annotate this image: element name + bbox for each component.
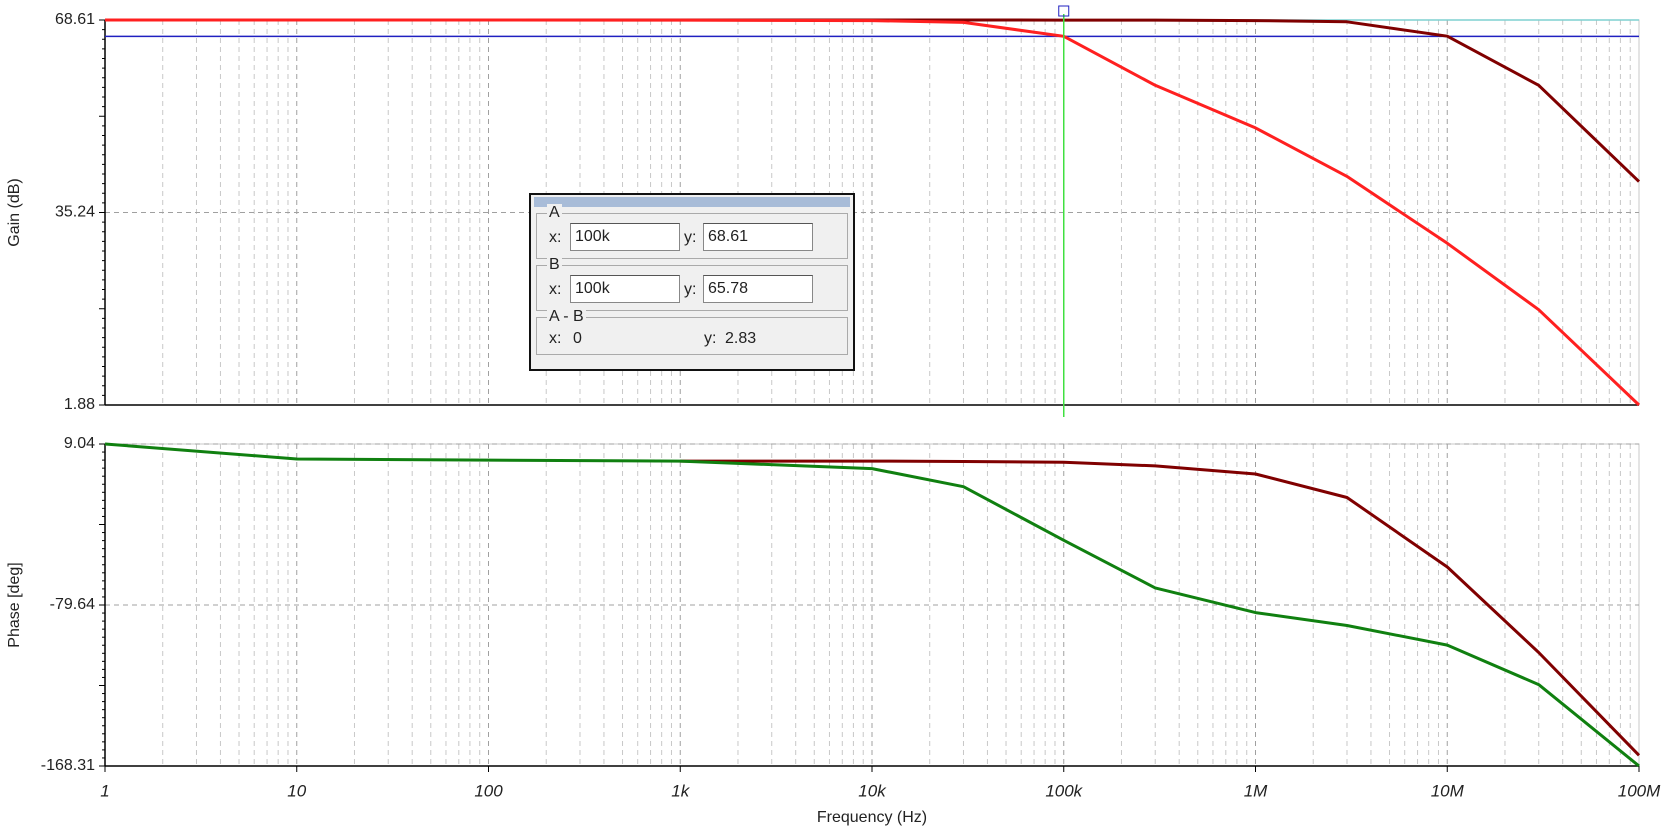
group-title: A <box>547 204 562 222</box>
y-label: y: <box>704 330 717 347</box>
y-tick-label: 35.24 <box>55 204 95 221</box>
x-input[interactable]: 100k <box>570 223 680 251</box>
x-tick-label: 100 <box>474 781 503 800</box>
x-tick-label: 1M <box>1244 781 1268 800</box>
cursor-group: A - B x: 0 y: 2.83 <box>536 308 848 355</box>
x-tick-label: 1k <box>671 781 690 800</box>
y-axis-label: Phase [deg] <box>6 562 23 647</box>
x-input[interactable]: 100k <box>570 275 680 303</box>
series-line <box>104 442 1640 768</box>
x-tick-label: 10M <box>1431 781 1465 800</box>
y-tick-label: 68.61 <box>55 11 95 28</box>
x-tick-label: 10k <box>858 781 887 800</box>
x-label: x: <box>549 281 562 298</box>
y-tick-label: 1.88 <box>64 396 95 413</box>
x-label: x: <box>549 330 562 347</box>
y-value: 2.83 <box>725 330 757 347</box>
x-tick-label: 10 <box>287 781 306 800</box>
x-axis-label: Frequency (Hz) <box>817 809 927 826</box>
group-title: A - B <box>547 308 586 326</box>
panel-title-bar <box>534 197 850 207</box>
x-tick-label: 100k <box>1045 781 1083 800</box>
x-tick-label: 1 <box>100 781 109 800</box>
group-title: B <box>547 256 562 274</box>
y-tick-label: 9.04 <box>64 435 95 452</box>
y-label: y: <box>684 229 697 246</box>
x-value: 0 <box>573 330 582 347</box>
x-label: x: <box>549 229 562 246</box>
y-tick-label: -168.31 <box>41 757 95 774</box>
series-line <box>680 459 1641 757</box>
y-axis-label: Gain (dB) <box>6 178 23 246</box>
cursor-handle <box>1058 5 1070 17</box>
y-label: y: <box>684 281 697 298</box>
y-input[interactable]: 65.78 <box>703 275 813 303</box>
x-tick-label: 100M <box>1618 781 1661 800</box>
y-input[interactable]: 68.61 <box>703 223 813 251</box>
y-tick-label: -79.64 <box>50 596 95 613</box>
